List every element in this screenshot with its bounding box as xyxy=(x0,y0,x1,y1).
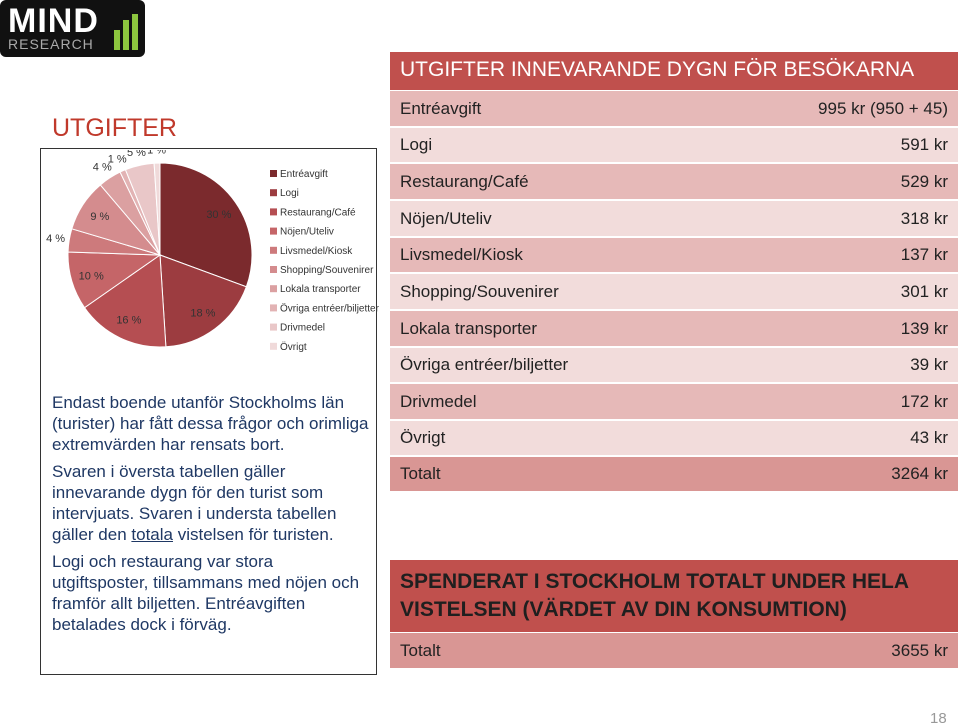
cell-value: 43 kr xyxy=(910,428,948,447)
data-label: 10 % xyxy=(79,270,104,282)
cell-value: 529 kr xyxy=(900,171,948,191)
legend-swatch xyxy=(270,189,277,197)
cell-value: 172 kr xyxy=(900,391,948,411)
note-text: vistelsen för turisten. xyxy=(172,525,334,544)
cell-label: Shopping/Souvenirer xyxy=(400,281,559,301)
cell-label: Totalt xyxy=(400,640,441,660)
data-label: 4 % xyxy=(46,233,65,245)
cell-value: 137 kr xyxy=(900,245,948,264)
legend-swatch xyxy=(270,227,277,235)
title: UTGIFTER xyxy=(52,114,177,142)
table2-header: SPENDERAT I STOCKHOLM TOTALT UNDER HELA … xyxy=(390,560,958,632)
table-row: Livsmedel/Kiosk 137 kr xyxy=(390,238,958,272)
note: Svaren i översta tabellen gäller innevar… xyxy=(52,461,372,545)
note-text: Endast boende utanför Stockholms län (tu… xyxy=(52,393,369,454)
legend-label: Drivmedel xyxy=(280,323,325,334)
pie-slice xyxy=(153,162,161,256)
legend-swatch xyxy=(270,323,277,331)
table-row: Restaurang/Café 529 kr xyxy=(390,164,958,199)
data-label: 5 % xyxy=(127,150,146,159)
legend-label: Lokala transporter xyxy=(280,284,361,295)
cell-value: 39 kr xyxy=(910,355,948,374)
logo-sub: RESEARCH xyxy=(8,36,94,52)
cell-label: Logi xyxy=(400,135,433,154)
pie-slice xyxy=(83,254,167,348)
table-row: Shopping/Souvenirer 301 kr xyxy=(390,274,958,309)
cell-label: Lokala transporter xyxy=(400,318,538,338)
table-row: Entréavgift 995 kr (950 + 45) xyxy=(390,91,958,126)
table-row: Övriga entréer/biljetter 39 kr xyxy=(390,348,958,382)
data-label: 16 % xyxy=(116,315,141,327)
legend-label: Nöjen/Uteliv xyxy=(280,227,334,238)
legend-swatch xyxy=(270,208,277,216)
data-label: 30 % xyxy=(206,209,231,221)
legend-label: Restaurang/Café xyxy=(280,207,356,218)
legend-swatch xyxy=(270,342,277,350)
note-text: totala xyxy=(131,525,173,544)
legend-swatch xyxy=(270,304,277,312)
data-label: 1 % xyxy=(108,153,127,165)
cell-label: Restaurang/Café xyxy=(400,171,529,191)
cell-value: 301 kr xyxy=(900,281,948,301)
cell-value: 995 kr (950 + 45) xyxy=(818,98,948,118)
table-row: Logi 591 kr xyxy=(390,128,958,162)
logo-icon xyxy=(114,14,138,50)
note-text: Svaren i översta tabellen gäller innevar… xyxy=(52,462,337,544)
table-row: Drivmedel 172 kr xyxy=(390,384,958,419)
note: Logi och restaurang var stora utgiftspos… xyxy=(52,551,372,635)
notes: Endast boende utanför Stockholms län (tu… xyxy=(52,392,372,641)
table-row: Övrigt 43 kr xyxy=(390,421,958,455)
legend-swatch xyxy=(270,285,277,293)
table-header: UTGIFTER INNEVARANDE DYGN FÖR BESÖKARNA xyxy=(390,52,958,90)
data-label: 1 % xyxy=(147,150,166,156)
legend-label: Logi xyxy=(280,188,299,199)
cell-value: 3655 kr xyxy=(891,640,948,660)
note-text: Logi och restaurang var stora utgiftspos… xyxy=(52,552,360,634)
legend-swatch xyxy=(270,170,277,177)
cell-value: 139 kr xyxy=(900,318,948,338)
pie-slice xyxy=(159,162,253,288)
legend-swatch xyxy=(270,266,277,273)
legend-swatch xyxy=(270,246,277,254)
table-row: Totalt 3655 kr xyxy=(390,633,958,668)
legend-label: Övrigt xyxy=(280,341,307,353)
table-row: Nöjen/Uteliv 318 kr xyxy=(390,201,958,236)
cell-value: 318 kr xyxy=(900,208,948,228)
note: Endast boende utanför Stockholms län (tu… xyxy=(52,392,372,455)
cell-label: Totalt xyxy=(400,464,441,483)
cell-value: 591 kr xyxy=(900,135,948,154)
table-row: Lokala transporter 139 kr xyxy=(390,311,958,346)
pie-chart: 30 %18 %16 %10 %4 %9 %4 %1 %5 % 1 %Entréa… xyxy=(46,150,380,353)
pie-slice xyxy=(159,254,247,348)
cell-label: Nöjen/Uteliv xyxy=(400,208,492,228)
legend-label: Shopping/Souvenirer xyxy=(280,265,374,276)
cell-label: Livsmedel/Kiosk xyxy=(400,245,523,264)
legend-label: Entréavgift xyxy=(280,169,328,180)
cell-label: Övriga entréer/biljetter xyxy=(400,355,569,374)
cell-label: Övrigt xyxy=(400,428,446,447)
data-label: 18 % xyxy=(190,308,215,320)
table-row: Totalt 3264 kr xyxy=(390,457,958,491)
data-label: 4 % xyxy=(93,161,112,173)
cell-label: Drivmedel xyxy=(400,391,477,411)
logo: MIND RESEARCH xyxy=(0,0,145,57)
logo-name: MIND xyxy=(8,2,99,40)
cell-label: Entréavgift xyxy=(400,98,482,118)
chart-box xyxy=(40,148,377,675)
legend-label: Livsmedel/Kiosk xyxy=(280,246,353,257)
data-label: 9 % xyxy=(90,211,109,223)
cell-value: 3264 kr xyxy=(891,464,948,483)
page-number: 18 xyxy=(930,710,947,727)
legend-label: Övriga entréer/biljetter xyxy=(280,302,380,314)
